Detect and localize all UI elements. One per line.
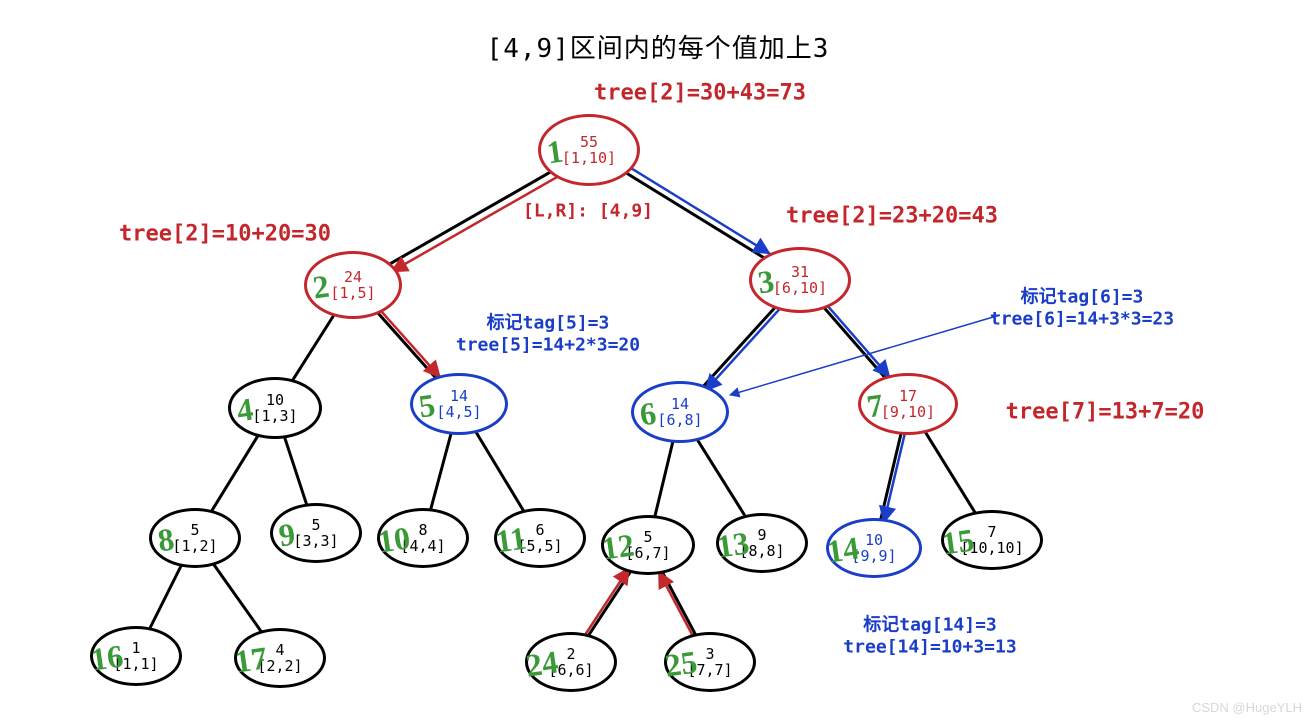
- node-range: [3,3]: [293, 533, 338, 550]
- tree-node-n4: 10[1,3]: [228, 377, 322, 439]
- node-value: 4: [275, 642, 284, 659]
- tree-node-n13: 9[8,8]: [716, 513, 808, 573]
- node-value: 31: [791, 264, 809, 281]
- traversal-arrow: [392, 178, 556, 272]
- node-value: 1: [131, 640, 140, 657]
- tree-node-n5: 14[4,5]: [410, 373, 508, 435]
- node-range: [5,5]: [517, 538, 562, 555]
- annotation-a-root: tree[2]=30+43=73: [594, 81, 806, 106]
- node-range: [8,8]: [739, 543, 784, 560]
- node-range: [6,8]: [657, 412, 702, 429]
- node-value: 14: [671, 396, 689, 413]
- node-range: [6,10]: [773, 280, 827, 297]
- edge: [210, 434, 258, 513]
- node-value: 5: [643, 529, 652, 546]
- tree-node-n10: 8[4,4]: [377, 508, 469, 568]
- watermark: CSDN @HugeYLH: [1192, 700, 1302, 715]
- edge: [587, 570, 631, 637]
- node-value: 6: [535, 522, 544, 539]
- tree-node-n2: 24[1,5]: [304, 251, 402, 319]
- node-value: 10: [865, 532, 883, 549]
- edge: [880, 432, 901, 522]
- edge: [377, 312, 437, 380]
- node-value: 24: [344, 269, 362, 286]
- traversal-arrow: [706, 309, 780, 390]
- edge: [291, 314, 334, 383]
- node-range: [4,5]: [436, 404, 481, 421]
- node-range: [1,5]: [330, 285, 375, 302]
- tree-node-n3: 31[6,10]: [749, 247, 851, 313]
- tree-node-n1: 55[1,10]: [538, 114, 640, 186]
- annotation-a-lr: [L,R]: [4,9]: [523, 201, 653, 222]
- edge: [284, 435, 307, 506]
- tree-node-n7: 17[9,10]: [858, 373, 958, 435]
- node-value: 17: [899, 388, 917, 405]
- diagram-title: [4,9]区间内的每个值加上3: [487, 28, 830, 65]
- node-value: 7: [987, 524, 996, 541]
- annotation-a-n7: tree[7]=13+7=20: [1006, 400, 1205, 425]
- node-value: 8: [418, 522, 427, 539]
- edge: [702, 306, 776, 387]
- tree-node-n11: 6[5,5]: [494, 508, 586, 568]
- edge: [662, 571, 697, 637]
- node-range: [1,2]: [172, 538, 217, 555]
- annotation-a-n14: 标记tag[14]=3 tree[14]=10+3=13: [843, 611, 1016, 658]
- edge: [924, 430, 976, 514]
- node-range: [6,6]: [548, 662, 593, 679]
- annotation-a-n6: 标记tag[6]=3 tree[6]=14+3*3=23: [990, 283, 1174, 330]
- node-range: [4,4]: [400, 538, 445, 555]
- node-value: 2: [566, 646, 575, 663]
- edge: [696, 438, 746, 518]
- edge: [475, 430, 525, 512]
- tree-node-n25: 3[7,7]: [664, 632, 756, 692]
- node-range: [9,10]: [881, 404, 935, 421]
- traversal-arrow: [585, 568, 629, 635]
- node-range: [7,7]: [687, 662, 732, 679]
- traversal-arrow: [379, 309, 439, 377]
- node-value: 9: [757, 527, 766, 544]
- edge: [149, 564, 182, 630]
- node-range: [1,3]: [252, 408, 297, 425]
- node-range: [9,9]: [851, 548, 896, 565]
- node-value: 10: [266, 392, 284, 409]
- traversal-arrow: [884, 433, 905, 523]
- node-range: [6,7]: [625, 545, 670, 562]
- tree-node-n6: 14[6,8]: [631, 381, 729, 443]
- pointer-arrow: [730, 315, 1000, 395]
- annotation-a-left: tree[2]=10+20=30: [119, 222, 331, 247]
- edge: [430, 432, 451, 512]
- tree-node-n8: 5[1,2]: [149, 508, 241, 568]
- tree-node-n15: 7[10,10]: [941, 510, 1043, 570]
- node-value: 5: [311, 517, 320, 534]
- node-value: 55: [580, 134, 598, 151]
- node-value: 3: [705, 646, 714, 663]
- node-range: [1,10]: [562, 150, 616, 167]
- annotation-a-right: tree[2]=23+20=43: [786, 204, 998, 229]
- edge: [823, 306, 886, 379]
- tree-node-n17: 4[2,2]: [234, 628, 326, 688]
- annotation-a-n5: 标记tag[5]=3 tree[5]=14+2*3=20: [456, 309, 640, 356]
- node-range: [10,10]: [960, 540, 1023, 557]
- node-range: [2,2]: [257, 658, 302, 675]
- tree-node-n14: 10[9,9]: [826, 518, 922, 578]
- traversal-arrow: [659, 572, 694, 638]
- tree-node-n12: 5[6,7]: [601, 515, 695, 575]
- node-range: [1,1]: [113, 656, 158, 673]
- tree-node-n24: 2[6,6]: [525, 632, 617, 692]
- traversal-arrow: [826, 304, 889, 377]
- node-value: 14: [450, 388, 468, 405]
- edge-layer: [0, 0, 1316, 723]
- node-value: 5: [190, 522, 199, 539]
- edge: [212, 563, 262, 634]
- tree-node-n16: 1[1,1]: [90, 626, 182, 686]
- tree-node-n9: 5[3,3]: [270, 503, 362, 563]
- diagram-stage: { "canvas": { "w": 1316, "h": 723, "bg":…: [0, 0, 1316, 723]
- edge: [654, 440, 673, 519]
